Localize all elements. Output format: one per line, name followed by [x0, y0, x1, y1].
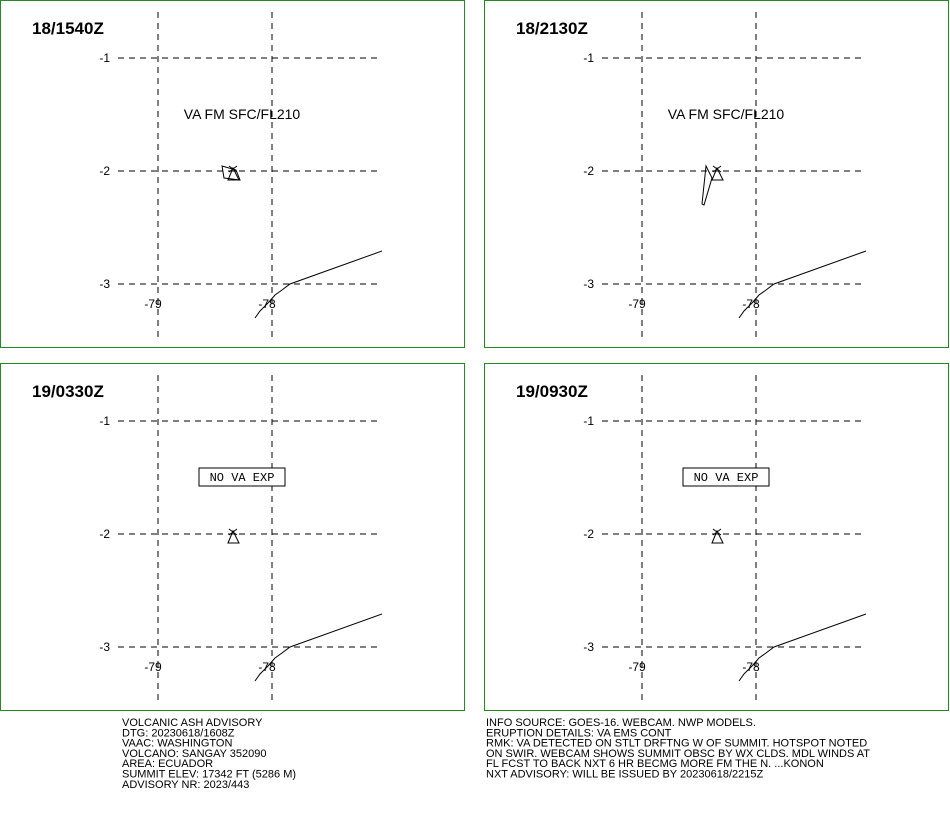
latitude-label: -3 [99, 640, 110, 654]
advisory-line: VAAC: WASHINGTON [122, 738, 232, 750]
latitude-label: -2 [583, 527, 594, 541]
advisory-line: VOLCANIC ASH ADVISORY [122, 717, 263, 729]
coastline [254, 613, 383, 682]
longitude-label: -79 [144, 297, 162, 311]
advisory-line: INFO SOURCE: GOES-16. WEBCAM. NWP MODELS… [486, 717, 756, 729]
latitude-label: -2 [99, 164, 110, 178]
valid-time: 18/1540Z [32, 19, 104, 38]
advisory-line: FL FCST TO BACK NXT 6 HR BECMG MORE FM T… [486, 758, 824, 770]
latitude-label: -1 [99, 414, 110, 428]
advisory-line: ADVISORY NR: 2023/443 [122, 779, 249, 791]
ash-cloud [701, 164, 713, 206]
coastline [738, 250, 867, 319]
panel-border [484, 0, 949, 348]
latitude-label: -2 [583, 164, 594, 178]
panel-border [484, 363, 949, 711]
longitude-label: -79 [144, 660, 162, 674]
annotation-box [682, 467, 770, 487]
latitude-label: -1 [583, 414, 594, 428]
advisory-line: DTG: 20230618/1608Z [122, 727, 235, 739]
latitude-label: -2 [99, 527, 110, 541]
annotation-box [198, 467, 286, 487]
valid-time: 18/2130Z [516, 19, 588, 38]
longitude-label: -79 [628, 297, 646, 311]
longitude-label: -79 [628, 660, 646, 674]
advisory-line: ERUPTION DETAILS: VA EMS CONT [486, 727, 672, 739]
volcano-symbol [227, 528, 240, 544]
panel-border [0, 0, 465, 348]
ash-cloud [221, 165, 241, 181]
ash-annotation: VA FM SFC/FL210 [184, 106, 301, 122]
ash-annotation: VA FM SFC/FL210 [668, 106, 785, 122]
advisory-line: SUMMIT ELEV: 17342 FT (5286 M) [122, 769, 296, 781]
latitude-label: -3 [583, 640, 594, 654]
volcano-symbol [711, 165, 724, 181]
ash-annotation: NO VA EXP [210, 471, 275, 485]
advisory-line: AREA: ECUADOR [122, 758, 213, 770]
volcano-symbol [711, 528, 724, 544]
advisory-line: NXT ADVISORY: WILL BE ISSUED BY 20230618… [486, 769, 763, 781]
coastline [738, 613, 867, 682]
latitude-label: -3 [99, 277, 110, 291]
latitude-label: -1 [99, 51, 110, 65]
advisory-line: ON SWIR. WEBCAM SHOWS SUMMIT OBSC BY WX … [486, 748, 870, 760]
valid-time: 19/0330Z [32, 382, 104, 401]
advisory-line: VOLCANO: SANGAY 352090 [122, 748, 267, 760]
latitude-label: -1 [583, 51, 594, 65]
latitude-label: -3 [583, 277, 594, 291]
ash-annotation: NO VA EXP [694, 471, 759, 485]
panel-border [0, 363, 465, 711]
valid-time: 19/0930Z [516, 382, 588, 401]
coastline [254, 250, 383, 319]
advisory-line: RMK: VA DETECTED ON STLT DRFTNG W OF SUM… [486, 738, 867, 750]
